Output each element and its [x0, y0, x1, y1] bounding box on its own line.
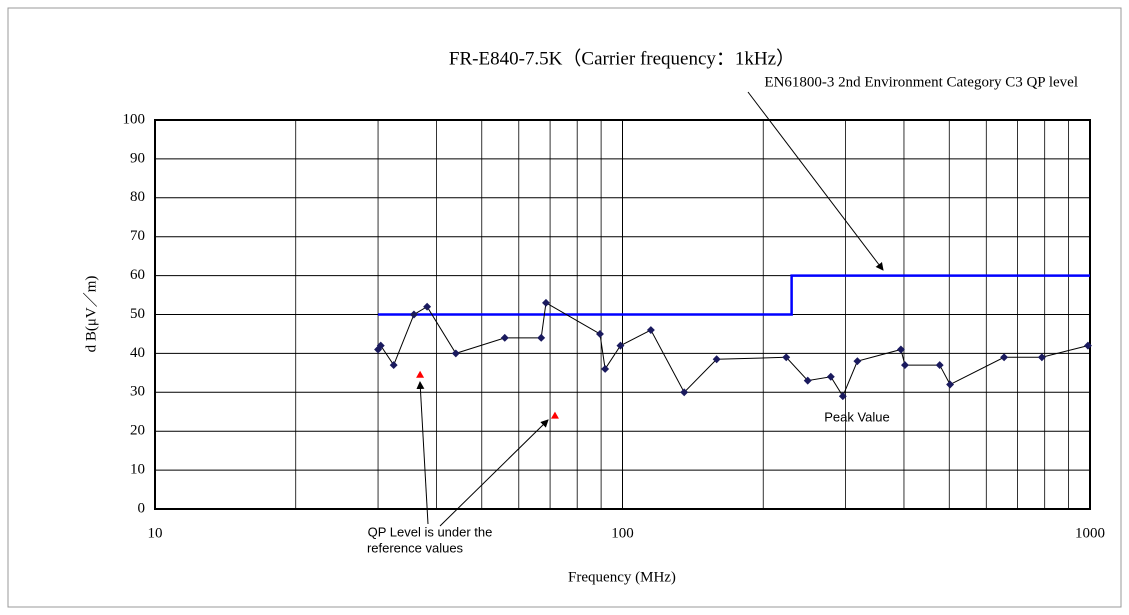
y-tick-label: 0: [138, 500, 146, 516]
annotation: Peak Value: [824, 409, 890, 424]
data-point: [416, 370, 425, 378]
limit-line: [378, 274, 1090, 316]
data-point: [389, 361, 398, 370]
y-tick-label: 10: [130, 462, 145, 478]
data-point: [409, 310, 418, 319]
annotation: QP Level is under the: [368, 524, 493, 539]
x-tick-label: 10: [148, 525, 163, 541]
data-point: [853, 357, 862, 366]
y-tick-label: 90: [130, 150, 145, 166]
chart-title: FR-E840-7.5K（Carrier frequency：1kHz）: [449, 47, 795, 69]
data-point: [782, 353, 791, 362]
annotation-arrow: [416, 381, 429, 525]
annotation-arrow: [747, 91, 884, 271]
plot-frame: [154, 119, 1091, 510]
annotation-arrow: [439, 419, 549, 527]
y-tick-label: 100: [123, 111, 146, 127]
y-tick-label: 40: [130, 345, 145, 361]
y-tick-label: 70: [130, 228, 145, 244]
y-tick-label: 20: [130, 423, 145, 439]
x-tick-label: 1000: [1075, 525, 1105, 541]
data-point: [451, 349, 460, 358]
annotation: EN61800-3 2nd Environment Category C3 QP…: [764, 74, 1078, 90]
data-point: [896, 345, 905, 354]
data-point: [596, 329, 604, 338]
data-point: [1083, 341, 1092, 350]
y-axis-label: d B(μV／m): [82, 276, 99, 353]
data-point: [680, 388, 689, 397]
x-tick-label: 100: [611, 525, 634, 541]
data-point: [376, 341, 385, 350]
data-point: [616, 341, 625, 350]
y-tick-label: 30: [130, 384, 145, 400]
data-point: [901, 361, 909, 370]
y-tick-label: 80: [130, 189, 145, 205]
data-point: [803, 376, 812, 385]
data-point: [550, 411, 559, 419]
annotation: reference values: [367, 540, 464, 555]
chart-border: [7, 7, 1122, 608]
y-tick-label: 60: [130, 267, 145, 283]
data-point: [500, 333, 509, 342]
data-point: [1000, 353, 1009, 362]
x-axis-label: Frequency (MHz): [568, 569, 676, 585]
y-tick-label: 50: [130, 306, 145, 322]
data-point: [423, 302, 432, 311]
data-point: [935, 361, 944, 370]
